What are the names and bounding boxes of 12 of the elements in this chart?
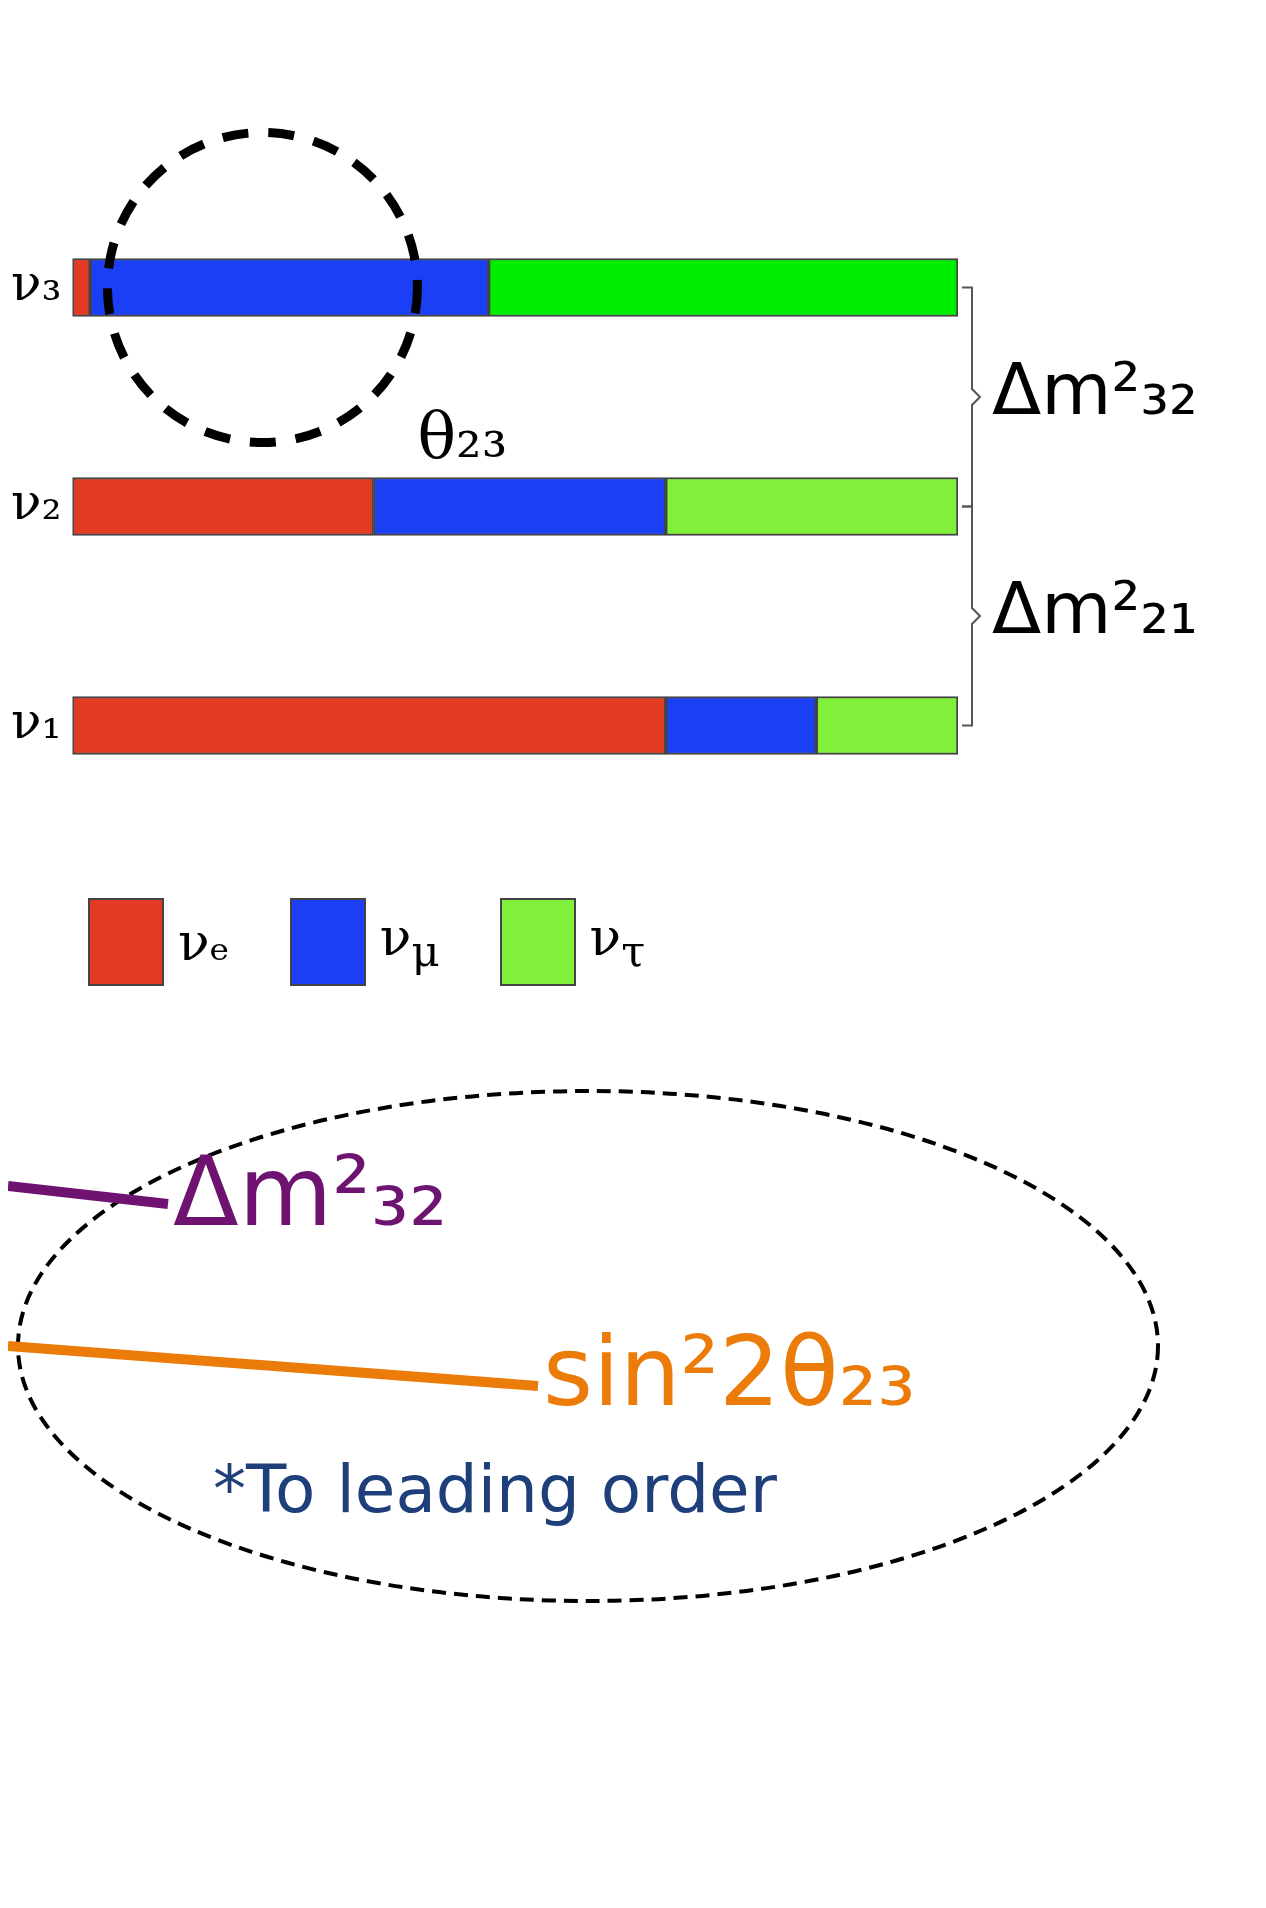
legend-label: νₑ [178, 912, 230, 972]
text: sin²2θ₂₃ [543, 1316, 916, 1428]
y-tick-label: ν₁ [10, 692, 62, 751]
text: Δm²₃₂ [992, 347, 1198, 431]
annotation: θ₂₃ [417, 397, 508, 472]
text: Δm²₃₂ [173, 1136, 448, 1248]
text: Δm²₂₁ [992, 566, 1198, 650]
legend-label: ν$_{μ}$ [379, 907, 440, 977]
y-tick-label: ν₃ [10, 254, 62, 313]
text: *To leading order [213, 1451, 777, 1528]
legend-label: ν$_{τ}$ [589, 907, 646, 977]
y-tick-label: ν₂ [10, 473, 62, 532]
